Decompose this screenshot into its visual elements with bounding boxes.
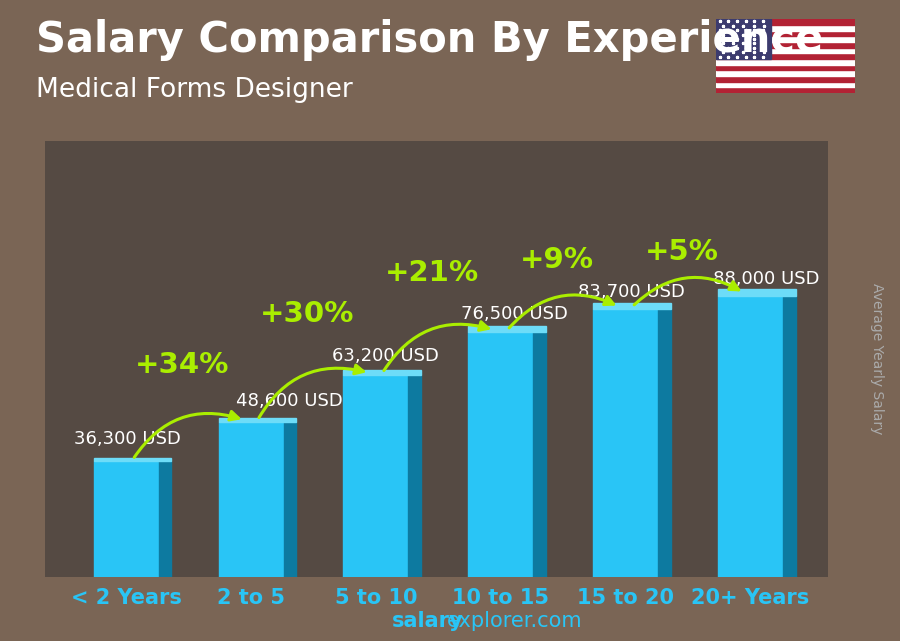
Text: explorer.com: explorer.com <box>447 612 583 631</box>
Text: 83,700 USD: 83,700 USD <box>578 283 685 301</box>
Bar <box>716 71 855 76</box>
Bar <box>716 42 855 47</box>
Bar <box>593 303 670 310</box>
Text: +30%: +30% <box>260 299 355 328</box>
Bar <box>718 288 796 296</box>
Text: 48,600 USD: 48,600 USD <box>236 392 343 410</box>
Bar <box>94 461 158 577</box>
Bar <box>716 47 855 53</box>
Bar <box>716 31 855 37</box>
Bar <box>158 461 171 577</box>
Bar <box>658 310 670 577</box>
Text: +34%: +34% <box>135 351 230 379</box>
Bar <box>284 422 296 577</box>
Text: 88,000 USD: 88,000 USD <box>713 270 820 288</box>
Bar <box>468 326 545 333</box>
Bar <box>219 418 296 422</box>
Text: Salary Comparison By Experience: Salary Comparison By Experience <box>36 19 824 62</box>
Text: 76,500 USD: 76,500 USD <box>461 306 568 324</box>
Bar <box>718 296 783 577</box>
Bar <box>783 296 796 577</box>
Bar <box>716 19 855 25</box>
Bar <box>468 333 534 577</box>
Bar <box>716 25 855 31</box>
Bar <box>219 422 284 577</box>
Bar <box>716 81 855 87</box>
Text: +9%: +9% <box>520 246 594 274</box>
Bar <box>716 87 855 93</box>
Bar <box>409 375 421 577</box>
Bar <box>534 333 545 577</box>
Bar <box>716 59 855 65</box>
Text: Medical Forms Designer: Medical Forms Designer <box>36 77 353 103</box>
Bar <box>593 310 658 577</box>
Text: 36,300 USD: 36,300 USD <box>74 430 181 448</box>
Bar <box>716 53 855 59</box>
Bar <box>716 65 855 71</box>
Bar <box>716 37 855 42</box>
Text: +5%: +5% <box>645 238 719 265</box>
Bar <box>716 19 771 59</box>
Text: +21%: +21% <box>385 259 479 287</box>
Bar <box>94 458 171 461</box>
Text: salary: salary <box>392 612 464 631</box>
Text: 63,200 USD: 63,200 USD <box>332 347 439 365</box>
Text: Average Yearly Salary: Average Yearly Salary <box>870 283 885 435</box>
Bar <box>344 375 409 577</box>
Bar <box>716 76 855 81</box>
Bar <box>344 370 421 375</box>
